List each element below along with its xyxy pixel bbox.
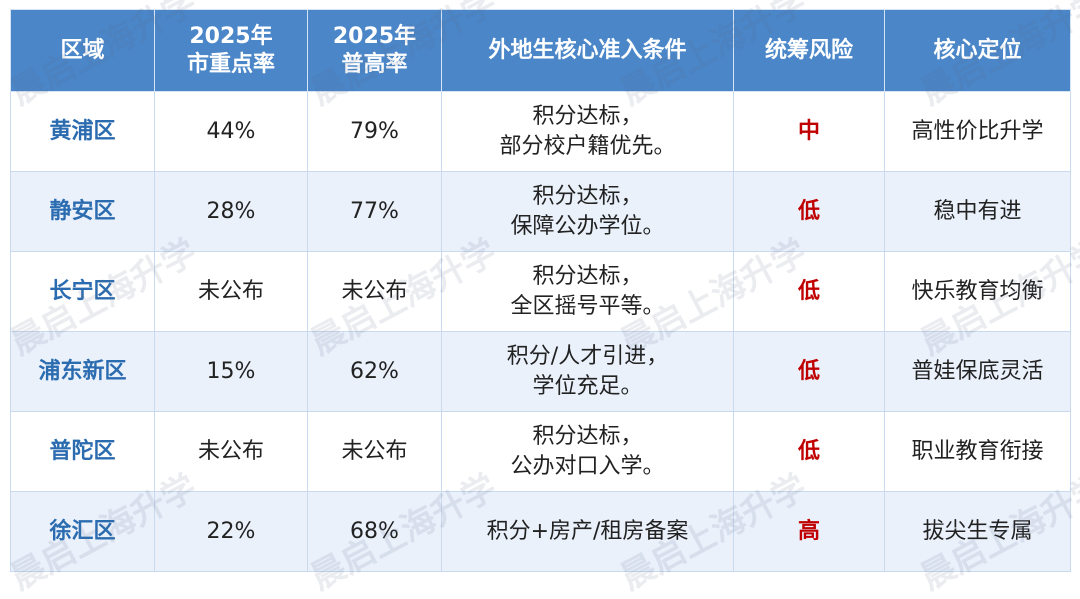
- district-cell: 浦东新区: [10, 331, 155, 412]
- conditions-line: 学位充足。: [532, 373, 643, 399]
- high-rate-cell: 77%: [307, 171, 442, 252]
- page: 区域 2025年 市重点率 2025年 普高率 外地生核心准入条件 统筹风险 核心定…: [4, 0, 1080, 598]
- conditions-line: 积分/人才引进，: [506, 343, 669, 369]
- positioning-cell: 高性价比升学: [884, 91, 1071, 172]
- header-key-school-rate-year: 2025年: [189, 23, 273, 49]
- conditions-cell: 积分达标， 保障公办学位。: [441, 171, 734, 252]
- key-rate-cell: 未公布: [154, 411, 308, 492]
- conditions-line: 积分达标，: [532, 103, 643, 129]
- risk-cell: 低: [733, 251, 885, 332]
- positioning-cell: 拔尖生专属: [884, 491, 1071, 572]
- conditions-cell: 积分达标， 部分校户籍优先。: [441, 91, 734, 172]
- header-key-school-rate-label: 市重点率: [186, 51, 275, 77]
- risk-cell: 低: [733, 171, 885, 252]
- conditions-line: 积分+房产/租房备案: [486, 518, 689, 544]
- key-rate-cell: 44%: [154, 91, 308, 172]
- positioning-cell: 职业教育衔接: [884, 411, 1071, 492]
- table-row: 黄浦区 44% 79% 积分达标， 部分校户籍优先。 中 高性价比升学: [10, 91, 1071, 172]
- key-rate-cell: 15%: [154, 331, 308, 412]
- high-rate-cell: 未公布: [307, 251, 442, 332]
- high-rate-cell: 62%: [307, 331, 442, 412]
- district-cell: 长宁区: [10, 251, 155, 332]
- high-rate-cell: 68%: [307, 491, 442, 572]
- conditions-cell: 积分达标， 公办对口入学。: [441, 411, 734, 492]
- header-positioning-label: 核心定位: [933, 37, 1022, 63]
- positioning-cell: 快乐教育均衡: [884, 251, 1071, 332]
- header-risk: 统筹风险: [733, 9, 885, 92]
- conditions-cell: 积分+房产/租房备案: [441, 491, 734, 572]
- key-rate-cell: 28%: [154, 171, 308, 252]
- key-rate-cell: 未公布: [154, 251, 308, 332]
- conditions-line: 保障公办学位。: [510, 213, 665, 239]
- table-row: 浦东新区 15% 62% 积分/人才引进， 学位充足。 低 普娃保底灵活: [10, 331, 1071, 412]
- key-rate-cell: 22%: [154, 491, 308, 572]
- header-high-school-rate: 2025年 普高率: [307, 9, 442, 92]
- header-district-label: 区域: [60, 37, 105, 63]
- high-rate-cell: 未公布: [307, 411, 442, 492]
- district-cell: 静安区: [10, 171, 155, 252]
- header-risk-label: 统筹风险: [764, 37, 853, 63]
- conditions-line: 全区摇号平等。: [510, 293, 665, 319]
- header-key-school-rate: 2025年 市重点率: [154, 9, 308, 92]
- table-row: 长宁区 未公布 未公布 积分达标， 全区摇号平等。 低 快乐教育均衡: [10, 251, 1071, 332]
- header-admission-conditions: 外地生核心准入条件: [441, 9, 734, 92]
- conditions-line: 公办对口入学。: [510, 453, 665, 479]
- positioning-cell: 普娃保底灵活: [884, 331, 1071, 412]
- conditions-line: 积分达标，: [532, 263, 643, 289]
- positioning-cell: 稳中有进: [884, 171, 1071, 252]
- conditions-line: 部分校户籍优先。: [499, 133, 676, 159]
- district-cell: 徐汇区: [10, 491, 155, 572]
- conditions-line: 积分达标，: [532, 423, 643, 449]
- table-row: 静安区 28% 77% 积分达标， 保障公办学位。 低 稳中有进: [10, 171, 1071, 252]
- header-high-school-rate-year: 2025年: [332, 23, 417, 49]
- risk-cell: 高: [733, 491, 885, 572]
- high-rate-cell: 79%: [307, 91, 442, 172]
- district-cell: 黄浦区: [10, 91, 155, 172]
- district-comparison-table: 区域 2025年 市重点率 2025年 普高率 外地生核心准入条件 统筹风险 核心定…: [10, 9, 1071, 572]
- table-row: 普陀区 未公布 未公布 积分达标， 公办对口入学。 低 职业教育衔接: [10, 411, 1071, 492]
- header-district: 区域: [10, 9, 155, 92]
- header-positioning: 核心定位: [884, 9, 1071, 92]
- risk-cell: 中: [733, 91, 885, 172]
- conditions-cell: 积分达标， 全区摇号平等。: [441, 251, 734, 332]
- header-admission-conditions-label: 外地生核心准入条件: [488, 37, 687, 63]
- header-row: 区域 2025年 市重点率 2025年 普高率 外地生核心准入条件 统筹风险 核心定…: [10, 9, 1071, 92]
- conditions-line: 积分达标，: [532, 183, 643, 209]
- header-high-school-rate-label: 普高率: [341, 51, 408, 77]
- conditions-cell: 积分/人才引进， 学位充足。: [441, 331, 734, 412]
- district-cell: 普陀区: [10, 411, 155, 492]
- risk-cell: 低: [733, 331, 885, 412]
- table-row: 徐汇区 22% 68% 积分+房产/租房备案 高 拔尖生专属: [10, 491, 1071, 572]
- risk-cell: 低: [733, 411, 885, 492]
